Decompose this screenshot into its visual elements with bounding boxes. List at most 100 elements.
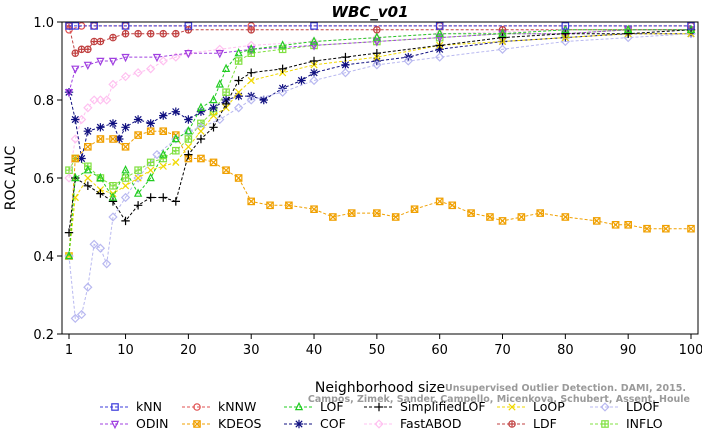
data-point-kdeos xyxy=(517,213,526,221)
data-point-kdeos xyxy=(310,205,318,214)
x-tick-label: 60 xyxy=(431,343,448,358)
data-point-knn xyxy=(561,22,570,30)
data-point-simplifiedlof xyxy=(341,52,350,62)
legend: kNN kNNW LOF SimplifiedLOF LoOP LDOF ODIN KDEOS… xyxy=(100,399,663,431)
data-point-lof xyxy=(498,28,507,37)
y-tick-label: 1.0 xyxy=(33,16,54,31)
data-point-ldof xyxy=(89,239,99,249)
legend-marker-cof xyxy=(294,419,304,429)
data-point-lof xyxy=(121,165,130,174)
data-point-kdeos xyxy=(209,158,218,167)
data-point-lof xyxy=(159,149,168,158)
data-point-ldf xyxy=(185,26,192,33)
data-point-ldf xyxy=(134,30,142,37)
data-point-inflo xyxy=(279,46,286,53)
data-point-kdeos xyxy=(592,217,601,225)
data-point-ldof xyxy=(95,243,106,253)
data-point-kdeos xyxy=(467,209,475,217)
data-point-ldf xyxy=(90,38,98,45)
data-point-odin xyxy=(108,57,118,67)
legend-label-loop: LoOP xyxy=(533,399,565,414)
data-point-kdeos xyxy=(197,154,205,163)
data-point-kdeos xyxy=(235,174,243,182)
data-point-ldof xyxy=(108,212,118,222)
data-point-lof xyxy=(83,165,93,174)
data-point-ldf xyxy=(160,30,167,37)
series-line-loop xyxy=(68,33,691,257)
legend-marker-inflo xyxy=(601,420,609,428)
x-tick-label: 10 xyxy=(117,343,134,358)
y-axis-label: ROC AUC xyxy=(3,145,19,210)
data-point-ldof xyxy=(152,149,162,160)
data-point-fastabod xyxy=(158,56,168,66)
data-point-cof xyxy=(96,123,105,132)
legend-label-ldof: LDOF xyxy=(626,399,660,414)
x-tick-label: 100 xyxy=(679,343,702,358)
data-point-kdeos xyxy=(329,213,337,221)
legend-marker-loop xyxy=(508,403,516,411)
data-point-cof xyxy=(209,103,218,112)
data-point-fastabod xyxy=(83,103,93,113)
data-point-ldof xyxy=(340,68,351,78)
data-point-inflo xyxy=(222,89,230,96)
data-point-odin xyxy=(435,34,444,43)
data-point-ldof xyxy=(246,95,256,105)
watermark-line-1: Unsupervised Outlier Detection. DAMI, 20… xyxy=(445,383,686,394)
data-point-simplifiedlof xyxy=(108,197,118,206)
legend-label-knn: kNN xyxy=(136,399,162,414)
y-tick-label: 0.6 xyxy=(33,172,54,187)
data-point-ldf xyxy=(122,30,129,37)
data-point-fastabod xyxy=(108,79,118,90)
data-point-cof xyxy=(297,76,306,85)
data-point-lof xyxy=(372,32,382,41)
data-point-kdeos xyxy=(392,213,400,221)
data-point-inflo xyxy=(160,155,167,162)
data-point-kdeos xyxy=(84,143,92,151)
data-point-ldf xyxy=(109,34,117,41)
data-point-lof xyxy=(215,79,224,88)
x-tick-label: 80 xyxy=(557,343,574,358)
data-point-ldof xyxy=(277,87,288,97)
data-point-lof xyxy=(133,188,143,197)
data-point-kdeos xyxy=(662,224,670,233)
legend-marker-odin xyxy=(110,420,120,430)
legend-marker-knn xyxy=(111,403,119,411)
data-point-fastabod xyxy=(120,71,131,82)
data-point-kdeos xyxy=(486,213,494,221)
data-point-kdeos xyxy=(134,131,142,139)
data-point-inflo xyxy=(185,135,192,143)
data-point-inflo xyxy=(65,167,73,174)
data-point-cof xyxy=(83,127,93,136)
legend-label-lof: LOF xyxy=(320,399,344,414)
data-point-simplifiedlof xyxy=(159,193,168,202)
data-point-kdeos xyxy=(486,213,494,221)
plot-frame xyxy=(61,21,699,335)
data-point-cof xyxy=(259,95,268,105)
legend-item-ldof: LDOF xyxy=(590,399,660,414)
data-point-ldof xyxy=(83,282,93,292)
data-point-simplifiedlof xyxy=(498,33,507,42)
data-point-kdeos xyxy=(285,201,293,210)
data-point-kdeos xyxy=(285,201,293,209)
data-point-knn xyxy=(435,22,444,30)
data-point-simplifiedlof xyxy=(623,29,633,38)
data-point-kdeos xyxy=(624,221,632,229)
data-point-ldof xyxy=(133,173,143,183)
legend-marker-fastabod xyxy=(374,419,384,429)
data-point-kdeos xyxy=(159,127,167,135)
data-point-ldof xyxy=(102,259,112,269)
series-line-kdeos xyxy=(68,130,691,257)
series-line-ldof xyxy=(68,33,692,320)
data-point-ldof xyxy=(76,309,87,320)
data-point-simplifiedlof xyxy=(372,49,382,58)
data-point-cof xyxy=(115,134,124,144)
data-point-kdeos xyxy=(247,197,255,206)
data-point-ldof xyxy=(403,56,413,66)
legend-item-knnw: kNNW xyxy=(182,399,256,414)
data-point-simplifiedlof xyxy=(121,216,130,226)
data-point-odin xyxy=(83,61,93,71)
data-point-kdeos xyxy=(172,131,180,139)
legend-marker-ldof xyxy=(600,402,610,412)
legend-item-cof: COF xyxy=(284,416,346,431)
